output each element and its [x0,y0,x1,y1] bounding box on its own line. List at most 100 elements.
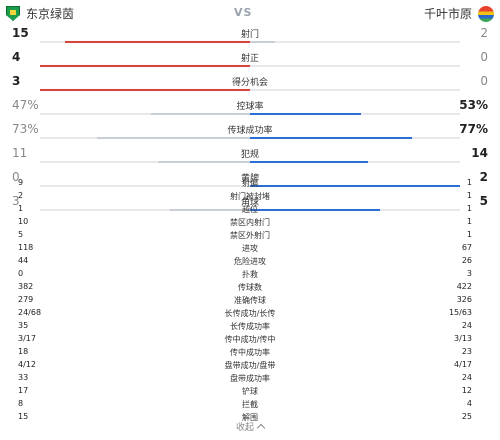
home-bar-fill [65,41,250,43]
stat-bar-row: 15 射门 2 [0,26,500,50]
away-stat-value: 1 [466,191,472,200]
home-bar-track [40,137,250,139]
away-bar-fill [250,161,368,163]
away-bar-fill [250,137,412,139]
home-stat-value: 4/12 [18,360,36,369]
away-stat-value: 2 [479,170,488,184]
away-bar-track [250,161,460,163]
away-stat-value: 67 [461,243,472,252]
home-stat-value: 382 [18,282,34,291]
stat-table-row: 24/68 长传成功/长传 15/63 [0,308,500,321]
home-bar-fill [157,161,250,163]
stat-label: 进攻 [242,244,258,253]
stat-label: 黄牌 [240,174,259,184]
stat-table-row: 44 危险进攻 26 [0,256,500,269]
away-stat-value: 3 [466,269,472,278]
stat-label: 解围 [242,413,258,422]
stat-label: 盘带成功率 [230,374,270,383]
away-stat-value: 1 [466,217,472,226]
stat-label: 准确传球 [234,296,266,305]
stat-label: 射正 [240,54,259,64]
stat-label: 射门 [240,30,259,40]
stat-table-row: 15 解围 25 [0,412,500,425]
away-stat-value: 4 [466,399,472,408]
stat-table-row: 4/12 盘带成功/盘带 4/17 [0,360,500,373]
home-stat-value: 0 [18,269,24,278]
away-stat-value: 1 [466,204,472,213]
away-stat-value: 23 [461,347,472,356]
home-bar-fill [96,137,250,139]
away-stat-value: 24 [461,373,472,382]
collapse-button[interactable]: 收起 [0,420,500,433]
stat-table-row: 5 禁区外射门 1 [0,230,500,243]
home-bar-fill [40,89,250,91]
home-bar-track [40,113,250,115]
home-bar-fill [40,65,250,67]
home-stat-value: 47% [12,98,39,112]
home-stat-value: 18 [18,347,29,356]
away-bar-fill [250,209,381,211]
stat-table-row: 10 禁区内射门 1 [0,217,500,230]
away-bar-fill [250,41,276,43]
stat-table-row: 1 越位 1 [0,204,500,217]
home-bar-track [40,161,250,163]
stat-label: 禁区外射门 [230,231,270,240]
stat-bar-row: 3 角球 5 [0,194,500,218]
home-team[interactable]: 东京绿茵 [6,5,74,22]
home-stat-value: 118 [18,243,34,252]
stat-label: 射门被封堵 [230,192,270,201]
home-stat-value: 3/17 [18,334,36,343]
stat-label: 得分机会 [231,78,268,88]
chevron-up-icon [256,423,266,433]
away-bar-track [250,137,460,139]
away-stat-value: 25 [461,412,472,421]
home-bar-track [40,89,250,91]
stat-label: 危险进攻 [234,257,266,266]
home-stat-value: 33 [18,373,29,382]
home-stat-value: 8 [18,399,24,408]
home-stat-value: 73% [12,122,39,136]
home-team-badge-icon [6,6,20,21]
stat-bar-row: 3 得分机会 0 [0,74,500,98]
home-bar-track [40,209,250,211]
stat-label: 传球数 [238,283,262,292]
home-stat-value: 17 [18,386,29,395]
home-stat-value: 11 [12,146,28,160]
home-bar-track [40,65,250,67]
away-bar-track [250,65,460,67]
stat-label: 传中成功率 [230,348,270,357]
stat-label: 长传成功/长传 [224,309,276,318]
away-team[interactable]: 千叶市原 [424,5,494,22]
away-stat-value: 5 [479,194,488,208]
home-stat-value: 35 [18,321,29,330]
away-stat-value: 1 [466,178,472,187]
stat-table-row: 382 传球数 422 [0,282,500,295]
home-stat-value: 0 [12,170,20,184]
stat-label: 越位 [242,205,258,214]
away-stat-value: 3/13 [454,334,472,343]
home-stat-value: 1 [18,204,24,213]
away-stat-value: 4/17 [454,360,472,369]
away-bar-track [250,89,460,91]
away-stat-value: 2 [480,26,488,40]
stat-label: 控球率 [236,102,264,112]
home-bar-track [40,41,250,43]
stat-label: 长传成功率 [230,322,270,331]
away-stat-value: 326 [456,295,472,304]
stat-bar-row: 73% 传球成功率 77% [0,122,500,146]
home-stat-value: 2 [18,191,24,200]
home-stat-value: 4 [12,50,21,64]
away-bar-track [250,185,460,187]
away-stat-value: 12 [461,386,472,395]
away-bar-track [250,41,460,43]
stat-table-row: 17 铲球 12 [0,386,500,399]
stat-label: 传球成功率 [227,126,273,136]
away-stat-value: 77% [459,122,488,136]
vs-label: VS [234,6,253,19]
away-team-name: 千叶市原 [423,7,472,21]
away-bar-fill [250,185,460,187]
home-stat-value: 10 [18,217,29,226]
home-stat-value: 44 [18,256,29,265]
home-bar-fill [151,113,250,115]
away-stat-value: 1 [466,230,472,239]
